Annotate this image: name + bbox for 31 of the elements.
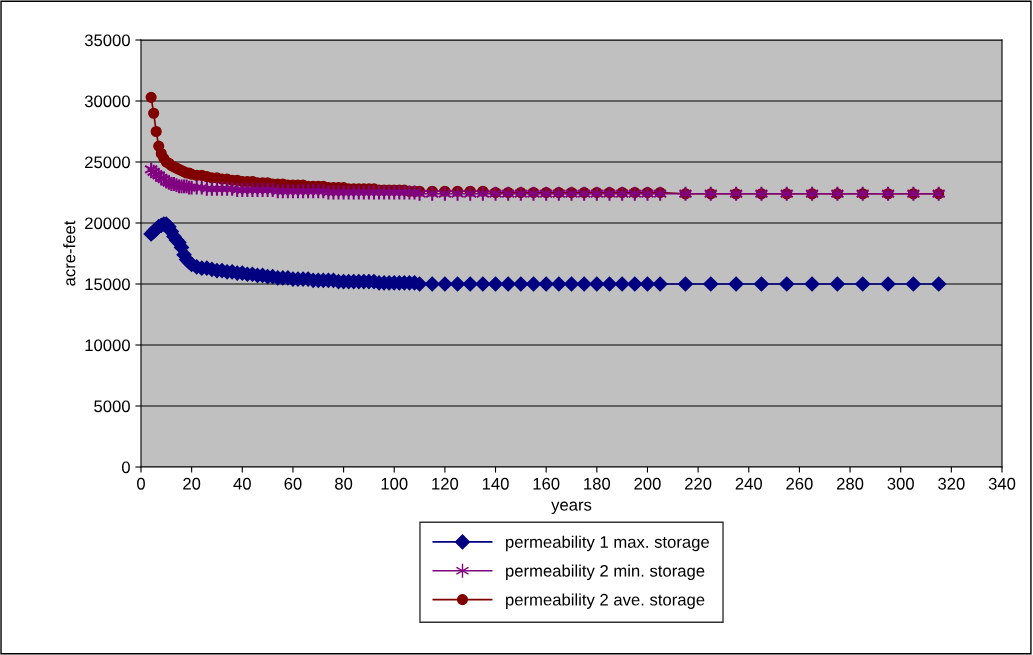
x-tick-label: 340 bbox=[988, 477, 1016, 490]
y-tick-label: 0 bbox=[121, 461, 130, 474]
x-tick-label: 140 bbox=[482, 477, 509, 490]
legend-label: permeability 1 max. storage bbox=[506, 535, 709, 552]
y-tick-label: 25000 bbox=[85, 156, 130, 169]
x-tick-label: 320 bbox=[938, 477, 965, 490]
x-tick-label: 240 bbox=[735, 477, 763, 490]
x-tick-label: 160 bbox=[533, 477, 560, 490]
y-tick-label: 15000 bbox=[85, 278, 130, 291]
y-axis-title: acre-feet bbox=[63, 220, 76, 286]
x-tick-label: 0 bbox=[137, 477, 145, 490]
x-tick-label: 220 bbox=[685, 477, 712, 490]
x-tick-label: 20 bbox=[183, 477, 201, 490]
y-tick-label: 10000 bbox=[85, 339, 130, 352]
x-tick-label: 100 bbox=[381, 477, 408, 490]
x-tick-label: 280 bbox=[836, 477, 864, 490]
x-tick-label: 200 bbox=[634, 477, 661, 490]
legend-label: permeability 2 ave. storage bbox=[506, 593, 705, 609]
legend-label: permeability 2 min. storage bbox=[506, 564, 705, 581]
y-tick-label: 35000 bbox=[84, 34, 130, 47]
x-tick-label: 120 bbox=[432, 477, 459, 490]
x-tick-label: 260 bbox=[786, 477, 813, 490]
x-tick-label: 300 bbox=[887, 477, 914, 490]
x-tick-label: 180 bbox=[584, 477, 611, 490]
x-axis-title: years bbox=[551, 501, 592, 515]
x-tick-label: 40 bbox=[233, 477, 251, 490]
y-tick-label: 30000 bbox=[84, 95, 130, 108]
x-tick-label: 60 bbox=[284, 477, 302, 490]
y-tick-label: 20000 bbox=[85, 217, 130, 230]
y-tick-label: 5000 bbox=[94, 400, 130, 413]
x-tick-label: 80 bbox=[335, 477, 353, 490]
